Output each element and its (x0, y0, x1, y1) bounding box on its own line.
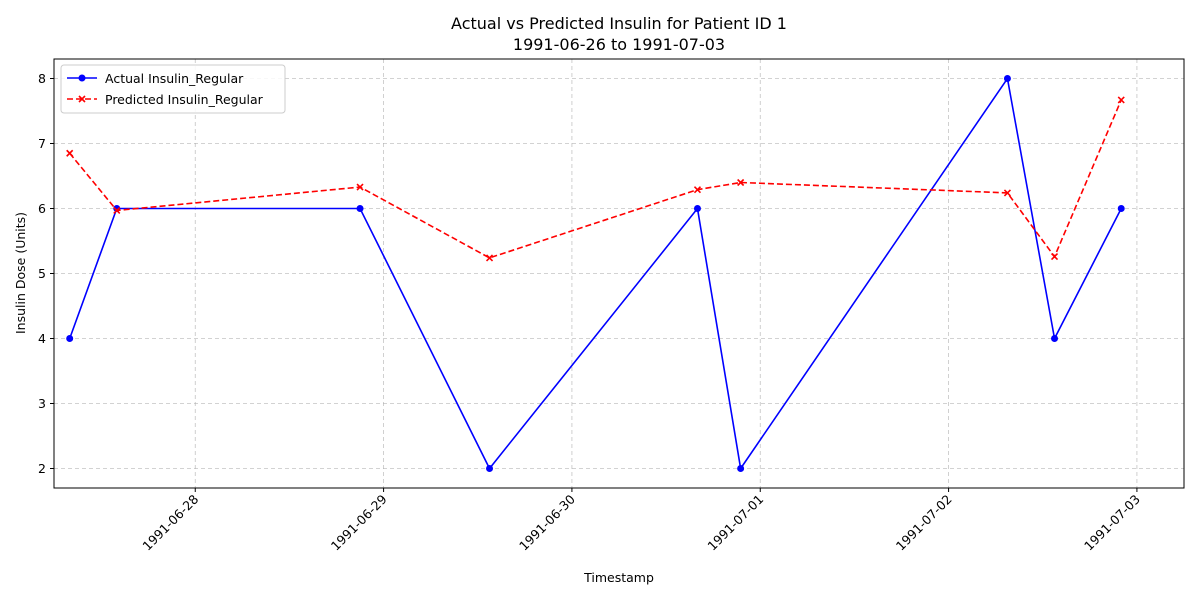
x-tick-label: 1991-06-28 (139, 491, 201, 553)
actual-data-point (356, 205, 364, 212)
legend-predicted-label: Predicted Insulin_Regular (105, 92, 264, 107)
predicted-data-point (66, 149, 74, 157)
predicted-data-point (113, 206, 121, 215)
grid-layer (54, 59, 1184, 488)
predicted-data-point (1003, 189, 1012, 197)
series-layer (66, 75, 1125, 472)
legend-actual-label: Actual Insulin_Regular (105, 71, 244, 86)
x-tick-label: 1991-06-29 (328, 491, 390, 553)
actual-data-point (1003, 75, 1011, 82)
x-tick-label: 1991-07-02 (893, 492, 955, 554)
predicted-data-point (1050, 253, 1059, 261)
actual-data-point (693, 205, 701, 212)
x-tick-label: 1991-06-30 (516, 491, 578, 553)
y-tick-label: 3 (38, 396, 46, 411)
predicted-data-point (693, 186, 702, 194)
y-tick-label: 8 (38, 71, 46, 86)
y-tick-label: 7 (38, 136, 46, 151)
actual-data-point (1117, 205, 1125, 212)
legend-predicted-marker (78, 95, 86, 103)
x-tick-label: 1991-07-01 (704, 492, 766, 554)
actual-data-point (486, 465, 494, 472)
predicted-data-point (737, 178, 745, 187)
legend-actual-marker (78, 74, 86, 82)
predicted-data-point (1117, 96, 1125, 104)
y-tick-label: 5 (38, 266, 46, 281)
predicted-data-point (485, 254, 494, 262)
actual-data-point (66, 335, 74, 342)
legend-box (60, 64, 286, 114)
predicted-series-line (69, 99, 1122, 259)
y-tick-label: 2 (38, 461, 46, 476)
y-tick-label: 4 (38, 331, 46, 346)
actual-data-point (737, 465, 745, 472)
y-axis-label: Insulin Dose (Units) (13, 212, 28, 334)
x-tick-label: 1991-07-03 (1081, 492, 1143, 554)
actual-data-point (1051, 335, 1059, 342)
predicted-data-point (356, 183, 364, 191)
chart-title-line2: 1991-06-26 to 1991-07-03 (513, 35, 725, 54)
chart-title-line1: Actual vs Predicted Insulin for Patient … (451, 14, 787, 33)
y-tick-label: 6 (38, 201, 46, 216)
x-axis-label: Timestamp (583, 570, 654, 585)
legend: Actual Insulin_Regular Predicted Insulin… (60, 64, 286, 114)
